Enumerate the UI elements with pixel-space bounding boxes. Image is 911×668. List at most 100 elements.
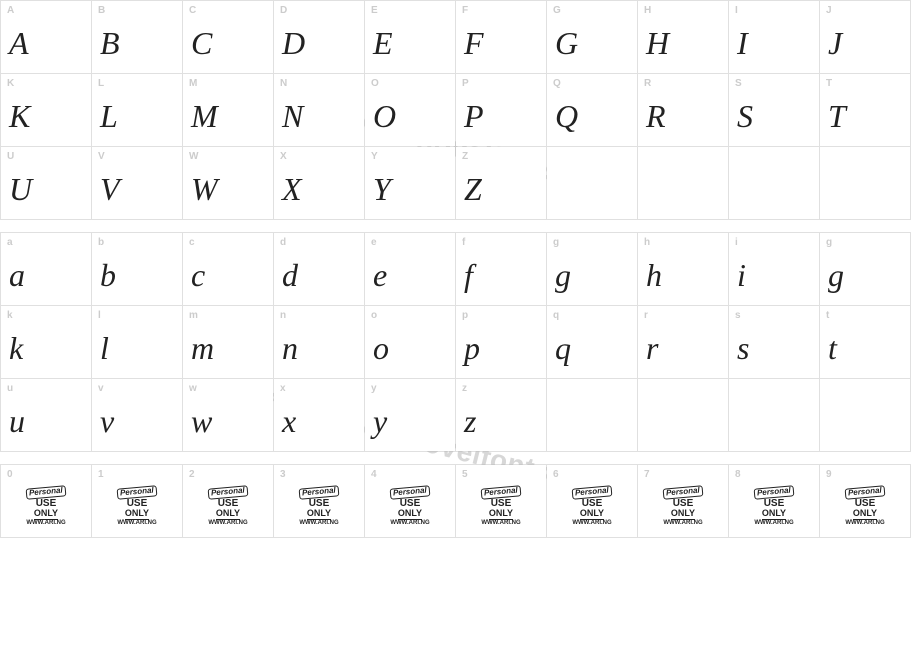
glyph-cell: JJ	[820, 1, 910, 73]
glyph-cell: XX	[274, 147, 364, 219]
cell-label: Q	[553, 78, 631, 89]
cell-glyph: PersonalUSEONLYWWW.ARI.NG	[826, 480, 904, 533]
badge-use: USE	[855, 498, 876, 509]
badge-url: WWW.ARI.NG	[754, 520, 793, 527]
cell-label: c	[189, 237, 267, 248]
glyph-cell: LL	[92, 74, 182, 146]
cell-label: a	[7, 237, 85, 248]
glyph-cell: 4PersonalUSEONLYWWW.ARI.NG	[365, 465, 455, 537]
cell-label: A	[7, 5, 85, 16]
badge-banner: Personal	[390, 485, 431, 499]
cell-label: 9	[826, 469, 904, 480]
cell-label: d	[280, 237, 358, 248]
glyph-cell: 5PersonalUSEONLYWWW.ARI.NG	[456, 465, 546, 537]
glyph-cell: 7PersonalUSEONLYWWW.ARI.NG	[638, 465, 728, 537]
glyph-cell: CC	[183, 1, 273, 73]
badge-only: ONLY	[671, 509, 695, 520]
cell-glyph: r	[644, 321, 722, 374]
badge-use: USE	[582, 498, 603, 509]
glyph-cell: ff	[456, 233, 546, 305]
cell-glyph: m	[189, 321, 267, 374]
badge-url: WWW.ARI.NG	[663, 520, 702, 527]
glyph-cell: MM	[183, 74, 273, 146]
cell-label: C	[189, 5, 267, 16]
glyph-cell: 8PersonalUSEONLYWWW.ARI.NG	[729, 465, 819, 537]
cell-glyph: C	[189, 16, 267, 69]
cell-label: N	[280, 78, 358, 89]
glyph-cell: xx	[274, 379, 364, 451]
cell-glyph: u	[7, 394, 85, 447]
glyph-cell: ll	[92, 306, 182, 378]
cell-glyph: B	[98, 16, 176, 69]
badge-use: USE	[491, 498, 512, 509]
glyph-cell: zz	[456, 379, 546, 451]
cell-glyph: V	[98, 162, 176, 215]
cell-glyph	[826, 151, 904, 215]
glyph-grid: aabbccddeeffgghhiiggkkllmmnnooppqqrrsstt…	[0, 232, 911, 452]
cell-label: 4	[371, 469, 449, 480]
glyph-cell: DD	[274, 1, 364, 73]
personal-use-badge: PersonalUSEONLYWWW.ARI.NG	[208, 487, 248, 526]
badge-only: ONLY	[489, 509, 513, 520]
glyph-grid: AABBCCDDEEFFGGHHIIJJKKLLMMNNOOPPQQRRSSTT…	[0, 0, 911, 220]
personal-use-badge: PersonalUSEONLYWWW.ARI.NG	[754, 487, 794, 526]
cell-glyph: d	[280, 248, 358, 301]
cell-glyph: a	[7, 248, 85, 301]
badge-banner: Personal	[845, 485, 886, 499]
cell-label: l	[98, 310, 176, 321]
cell-label: H	[644, 5, 722, 16]
cell-label: M	[189, 78, 267, 89]
badge-only: ONLY	[34, 509, 58, 520]
badge-only: ONLY	[580, 509, 604, 520]
cell-glyph: O	[371, 89, 449, 142]
cell-label: g	[553, 237, 631, 248]
glyph-cell: UU	[1, 147, 91, 219]
cell-label: W	[189, 151, 267, 162]
glyph-cell: ww	[183, 379, 273, 451]
cell-glyph: s	[735, 321, 813, 374]
badge-use: USE	[309, 498, 330, 509]
glyph-cell: kk	[1, 306, 91, 378]
glyph-cell: pp	[456, 306, 546, 378]
cell-label: z	[462, 383, 540, 394]
cell-label: e	[371, 237, 449, 248]
cell-label: 3	[280, 469, 358, 480]
badge-use: USE	[673, 498, 694, 509]
glyph-cell: ee	[365, 233, 455, 305]
glyph-cell: ii	[729, 233, 819, 305]
badge-url: WWW.ARI.NG	[845, 520, 884, 527]
glyph-cell: 6PersonalUSEONLYWWW.ARI.NG	[547, 465, 637, 537]
cell-glyph: w	[189, 394, 267, 447]
glyph-cell: tt	[820, 306, 910, 378]
personal-use-badge: PersonalUSEONLYWWW.ARI.NG	[117, 487, 157, 526]
glyph-cell	[547, 379, 637, 451]
cell-label: o	[371, 310, 449, 321]
badge-banner: Personal	[208, 485, 249, 499]
cell-glyph: U	[7, 162, 85, 215]
cell-glyph: h	[644, 248, 722, 301]
cell-glyph	[553, 151, 631, 215]
cell-glyph: M	[189, 89, 267, 142]
badge-url: WWW.ARI.NG	[299, 520, 338, 527]
cell-glyph: PersonalUSEONLYWWW.ARI.NG	[735, 480, 813, 533]
cell-label: V	[98, 151, 176, 162]
badge-url: WWW.ARI.NG	[390, 520, 429, 527]
glyph-cell: OO	[365, 74, 455, 146]
badge-use: USE	[400, 498, 421, 509]
glyph-cell: HH	[638, 1, 728, 73]
cell-label: 2	[189, 469, 267, 480]
cell-glyph: K	[7, 89, 85, 142]
cell-glyph: PersonalUSEONLYWWW.ARI.NG	[280, 480, 358, 533]
cell-glyph: PersonalUSEONLYWWW.ARI.NG	[462, 480, 540, 533]
cell-glyph: G	[553, 16, 631, 69]
cell-label: J	[826, 5, 904, 16]
cell-label: 6	[553, 469, 631, 480]
glyph-cell: NN	[274, 74, 364, 146]
glyph-cell: RR	[638, 74, 728, 146]
glyph-cell	[547, 147, 637, 219]
badge-banner: Personal	[26, 485, 67, 499]
glyph-cell: 3PersonalUSEONLYWWW.ARI.NG	[274, 465, 364, 537]
cell-label: t	[826, 310, 904, 321]
cell-label: u	[7, 383, 85, 394]
cell-glyph: I	[735, 16, 813, 69]
